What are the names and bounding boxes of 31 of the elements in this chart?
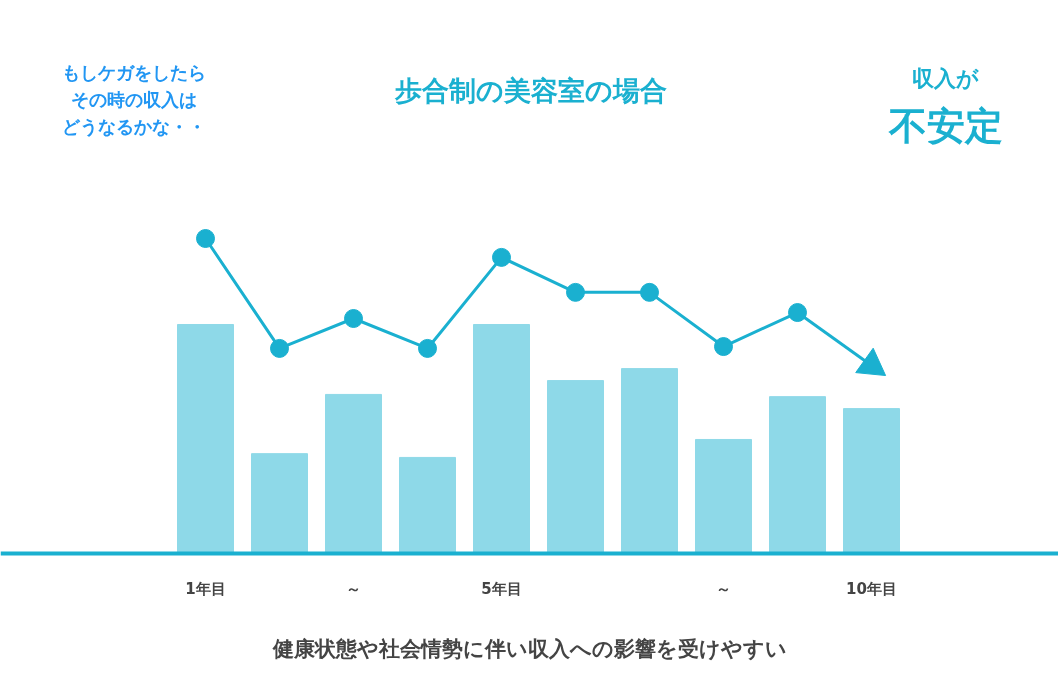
- bar: [843, 408, 900, 554]
- point: [344, 309, 363, 328]
- text: 不安定: [887, 103, 1003, 148]
- point: [196, 229, 215, 248]
- x-tick-label: 1年目: [185, 579, 226, 598]
- text: どうなるかな・・: [61, 116, 206, 137]
- bar: [251, 453, 308, 554]
- bar: [621, 368, 678, 554]
- bar: [695, 438, 752, 554]
- text: 収入が: [912, 66, 979, 91]
- x-tick-label: 5年目: [481, 579, 522, 598]
- point: [566, 282, 585, 302]
- bar: [769, 396, 826, 554]
- bar: [177, 323, 234, 554]
- bar: [473, 323, 530, 554]
- point: [270, 338, 289, 358]
- point: [492, 247, 511, 267]
- text: 健康状態や社会情勢に伴い収入への影響を受けやすい: [271, 636, 787, 661]
- text: もしケガをしたら: [61, 62, 206, 83]
- point: [640, 282, 659, 302]
- point: [714, 337, 733, 357]
- text: その時の収入は: [70, 89, 197, 110]
- point: [788, 303, 807, 323]
- point: [418, 338, 437, 358]
- x-tick-label: ～: [716, 579, 731, 598]
- bar: [547, 380, 604, 554]
- chart-title: 歩合制の美容室の場合: [393, 75, 667, 106]
- bar: [399, 456, 456, 554]
- bar: [325, 393, 382, 554]
- x-tick-label: ～: [346, 579, 361, 598]
- x-tick-label: 10年目: [846, 579, 897, 598]
